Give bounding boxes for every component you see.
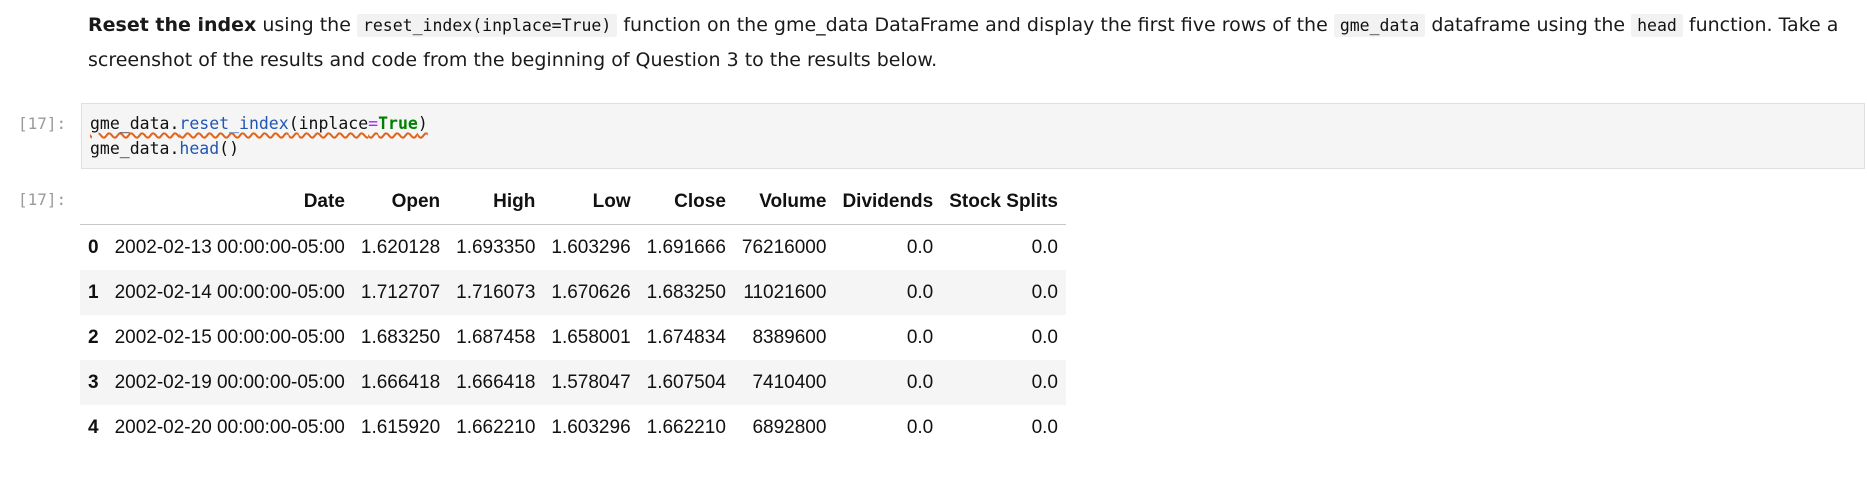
code-operator: = [368, 114, 379, 133]
code-paren: ) [417, 114, 428, 133]
cell-open: 1.683250 [360, 326, 441, 348]
inline-code-head: head [1631, 14, 1683, 37]
code-paren: ( [288, 114, 299, 133]
row-index: 1 [88, 281, 99, 303]
cell-date: 2002-02-15 00:00:00-05:00 [114, 326, 345, 348]
cell-volume: 76216000 [741, 236, 827, 258]
cell-dividends: 0.0 [906, 281, 934, 303]
cell-date: 2002-02-19 00:00:00-05:00 [114, 371, 345, 393]
cell-volume: 11021600 [743, 281, 827, 303]
cell-dividends: 0.0 [906, 326, 934, 348]
cell-date: 2002-02-13 00:00:00-05:00 [114, 236, 345, 258]
table-row: 3 2002-02-19 00:00:00-05:00 1.666418 1.6… [80, 360, 1066, 405]
cell-low: 1.603296 [551, 236, 631, 258]
code-cell-editor[interactable]: gme_data.reset_index(inplace=True) gme_d… [81, 103, 1865, 169]
cell-volume: 8389600 [752, 326, 827, 348]
row-index: 2 [88, 326, 99, 348]
code-squiggle-span: gme_data.reset_index(inplace=True) [90, 114, 428, 133]
table-header-row: Date Open High Low Close Volume Dividend… [80, 180, 1066, 225]
cell-stock-splits: 0.0 [1031, 326, 1058, 348]
code-method: reset_index [179, 114, 289, 133]
cell-low: 1.670626 [551, 281, 631, 303]
row-index: 0 [88, 236, 99, 258]
cell-volume: 7410400 [752, 371, 827, 393]
cell-dividends: 0.0 [906, 416, 934, 438]
cell-stock-splits: 0.0 [1031, 236, 1058, 258]
cell-volume: 6892800 [752, 416, 827, 438]
cell-low: 1.578047 [551, 371, 631, 393]
markdown-text: function. Take a screenshot of the resul… [88, 14, 1839, 71]
cell-dividends: 0.0 [906, 236, 934, 258]
cell-low: 1.658001 [551, 326, 631, 348]
cell-close: 1.691666 [646, 236, 726, 258]
column-header-low: Low [543, 180, 639, 225]
row-index: 4 [88, 416, 99, 438]
table-row: 4 2002-02-20 00:00:00-05:00 1.615920 1.6… [80, 405, 1066, 450]
table-row: 2 2002-02-15 00:00:00-05:00 1.683250 1.6… [80, 315, 1066, 360]
table-row: 0 2002-02-13 00:00:00-05:00 1.620128 1.6… [80, 225, 1066, 271]
code-line-head[interactable]: gme_data.head() [90, 137, 239, 161]
table-row: 1 2002-02-14 00:00:00-05:00 1.712707 1.7… [80, 270, 1066, 315]
input-prompt: [17]: [18, 114, 67, 133]
cell-date: 2002-02-20 00:00:00-05:00 [114, 416, 345, 438]
column-header-index [80, 180, 107, 225]
markdown-text: using the [256, 14, 357, 36]
cell-date: 2002-02-14 00:00:00-05:00 [114, 281, 345, 303]
row-index: 3 [88, 371, 99, 393]
cell-high: 1.687458 [456, 326, 536, 348]
cell-open: 1.712707 [360, 281, 441, 303]
cell-stock-splits: 0.0 [1031, 371, 1058, 393]
cell-dividends: 0.0 [906, 371, 934, 393]
cell-close: 1.662210 [646, 416, 726, 438]
cell-high: 1.693350 [456, 236, 536, 258]
cell-stock-splits: 0.0 [1031, 416, 1058, 438]
cell-open: 1.666418 [360, 371, 441, 393]
code-argument: inplace [298, 114, 369, 133]
code-object: gme_data. [90, 139, 180, 158]
column-header-date: Date [106, 180, 353, 225]
output-dataframe-table: Date Open High Low Close Volume Dividend… [80, 180, 1066, 450]
code-object: gme_data. [90, 114, 180, 133]
markdown-bold-lead: Reset the index [88, 14, 257, 36]
column-header-close: Close [638, 180, 734, 225]
cell-high: 1.662210 [456, 416, 536, 438]
cell-close: 1.683250 [646, 281, 726, 303]
inline-code-gme-data: gme_data [1333, 14, 1426, 37]
cell-high: 1.716073 [456, 281, 536, 303]
column-header-open: Open [352, 180, 449, 225]
cell-high: 1.666418 [456, 371, 536, 393]
column-header-volume: Volume [733, 180, 835, 225]
markdown-text: function on the gme_data DataFrame and d… [617, 14, 1334, 36]
column-header-stock-splits: Stock Splits [941, 180, 1066, 225]
cell-open: 1.615920 [360, 416, 441, 438]
column-header-high: High [448, 180, 544, 225]
markdown-text: dataframe using the [1425, 14, 1632, 36]
cell-open: 1.620128 [360, 236, 441, 258]
cell-close: 1.607504 [646, 371, 726, 393]
output-prompt: [17]: [18, 190, 67, 209]
cell-low: 1.603296 [551, 416, 631, 438]
inline-code-reset-index: reset_index(inplace=True) [356, 14, 618, 37]
markdown-cell[interactable]: Reset the index using the reset_index(in… [88, 8, 1858, 77]
code-keyword: True [378, 114, 418, 133]
code-paren: () [219, 139, 240, 158]
column-header-dividends: Dividends [834, 180, 942, 225]
cell-close: 1.674834 [646, 326, 726, 348]
cell-stock-splits: 0.0 [1031, 281, 1058, 303]
code-line-reset-index[interactable]: gme_data.reset_index(inplace=True) [90, 112, 428, 136]
code-method: head [179, 139, 220, 158]
